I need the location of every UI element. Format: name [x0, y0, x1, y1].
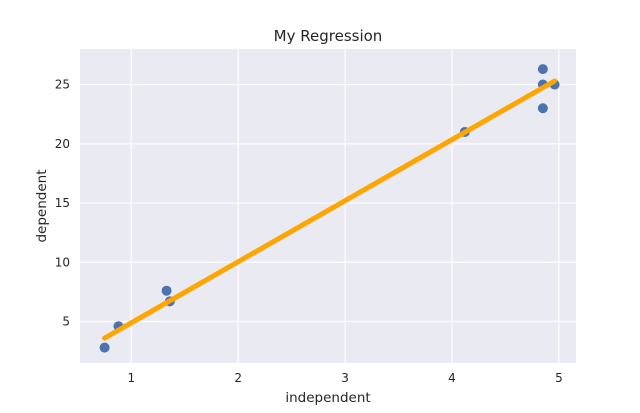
x-axis-label: independent [285, 390, 370, 406]
y-tick-label: 5 [62, 315, 70, 329]
scatter-point [537, 103, 548, 114]
chart-title: My Regression [274, 27, 383, 45]
y-tick-label: 10 [55, 255, 70, 269]
plot-area [80, 49, 576, 363]
x-tick-label: 3 [341, 371, 349, 385]
y-tick-label: 25 [55, 78, 70, 92]
y-tick-label: 20 [55, 137, 70, 151]
tick-labels: 1 2 3 4 5 5 10 15 20 25 [55, 78, 563, 385]
scatter-point [161, 285, 172, 296]
x-tick-label: 4 [448, 371, 456, 385]
y-axis-label: dependent [34, 169, 50, 242]
scatter-point [537, 64, 548, 75]
x-tick-label: 5 [555, 371, 563, 385]
scatter-point [99, 342, 110, 353]
regression-line [102, 78, 558, 341]
x-tick-label: 1 [127, 371, 135, 385]
x-tick-label: 2 [234, 371, 242, 385]
series-layer [99, 64, 560, 353]
y-tick-label: 15 [55, 196, 70, 210]
grid-lines [80, 49, 576, 363]
